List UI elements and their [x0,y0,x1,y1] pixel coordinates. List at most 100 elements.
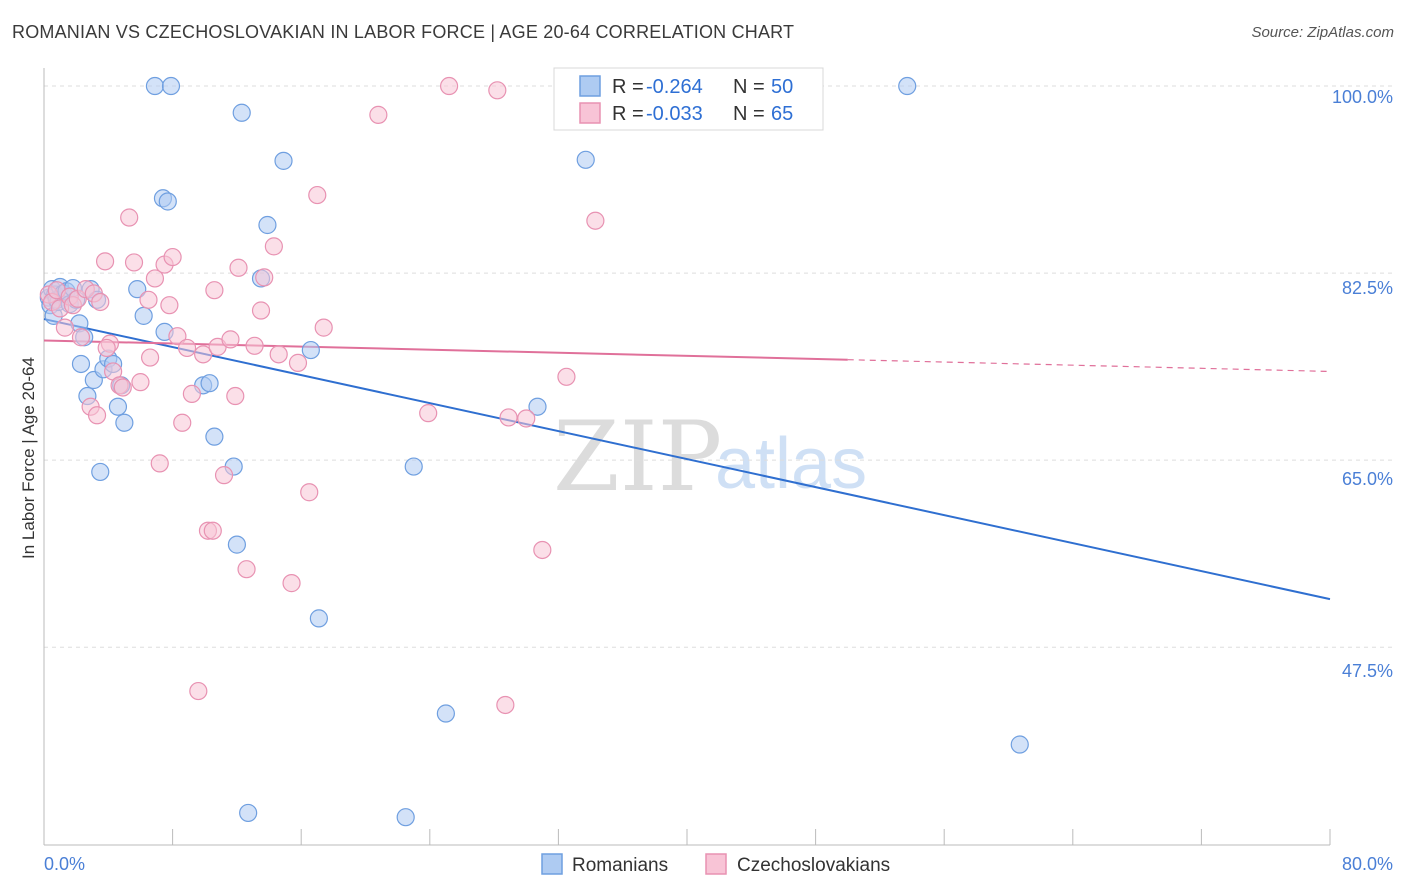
bottom-legend-swatch-romanians [541,853,563,875]
point-czechoslovakians-53 [488,81,507,100]
watermark-zip: ZIP [553,401,722,513]
trend-line-romanians [43,318,1331,601]
point-romanians-48 [898,76,917,96]
point-romanians-36 [205,427,224,446]
point-czechoslovakians-52 [439,76,459,96]
point-czechoslovakians-37 [214,466,234,485]
point-czechoslovakians-30 [177,338,197,358]
point-romanians-26 [115,413,134,432]
legend-r-label-romanians: R = [612,76,644,98]
chart-title: ROMANIAN VS CZECHOSLOVAKIAN IN LABOR FOR… [12,22,795,42]
point-czechoslovakians-23 [145,269,165,288]
legend-r-label-czechoslovakians: R = [612,103,644,125]
point-czechoslovakians-61 [140,348,160,367]
point-czechoslovakians-18 [113,378,132,397]
y-tick-label-47-5: 47.5% [1342,661,1393,681]
point-czechoslovakians-50 [369,105,388,124]
point-romanians-52 [404,457,423,476]
trend-line-czechoslovakians-extension [847,359,1331,373]
point-czechoslovakians-14 [95,252,115,271]
y-tick-label-65: 65.0% [1342,469,1393,489]
legend-n-label-romanians: N = [733,76,765,98]
point-romanians-45 [436,704,455,723]
point-czechoslovakians-8 [71,328,91,347]
point-romanians-28 [134,306,153,325]
point-romanians-49 [1010,735,1029,754]
point-czechoslovakians-29 [173,413,192,432]
point-romanians-20 [91,462,110,482]
bottom-legend: Romanians Czechoslovakians [541,853,890,876]
point-romanians-32 [145,76,165,96]
point-romanians-39 [232,103,251,122]
point-czechoslovakians-54 [496,695,515,715]
point-czechoslovakians-13 [91,292,110,312]
point-romanians-35 [200,374,219,393]
point-romanians-31 [158,192,177,211]
point-czechoslovakians-60 [97,338,116,358]
point-czechoslovakians-22 [139,290,158,309]
point-romanians-41 [258,215,277,235]
point-czechoslovakians-28 [168,327,187,346]
point-czechoslovakians-35 [205,281,224,300]
y-axis-label: In Labor Force | Age 20-64 [19,357,38,559]
x-tick-label-min: 0.0% [44,854,85,874]
point-czechoslovakians-26 [160,296,179,315]
legend-swatch-romanians [579,75,601,97]
point-romanians-14 [71,354,91,374]
point-czechoslovakians-39 [229,258,248,277]
point-czechoslovakians-34 [203,521,222,540]
legend-r-value-czechoslovakians: -0.033 [646,103,703,125]
legend-n-label-czechoslovakians: N = [733,103,765,125]
point-czechoslovakians-21 [131,373,150,392]
point-czechoslovakians-4 [55,318,74,337]
point-romanians-44 [309,609,328,628]
point-czechoslovakians-58 [557,367,576,386]
point-czechoslovakians-41 [251,301,271,320]
point-czechoslovakians-51 [419,404,438,423]
point-czechoslovakians-43 [264,237,283,256]
point-czechoslovakians-42 [255,268,274,287]
point-czechoslovakians-56 [517,409,536,428]
point-czechoslovakians-46 [288,353,308,372]
point-czechoslovakians-38 [221,330,240,349]
point-czechoslovakians-19 [120,208,139,227]
point-czechoslovakians-12 [87,406,107,425]
point-czechoslovakians-57 [533,540,552,560]
point-czechoslovakians-45 [282,574,301,593]
point-czechoslovakians-63 [226,386,245,406]
point-romanians-24 [108,397,128,416]
trend-line-czechoslovakians [43,339,848,361]
legend-n-value-czechoslovakians: 65 [771,103,793,125]
point-romanians-33 [161,76,181,96]
point-romanians-27 [128,280,147,299]
bottom-legend-label-romanians: Romanians [572,855,668,876]
point-czechoslovakians-24 [150,454,169,473]
axis-layer [43,68,1331,846]
stats-legend: R = -0.264 N = 50 R = -0.033 N = 65 [553,67,824,131]
legend-n-value-romanians: 50 [771,76,793,98]
point-czechoslovakians-40 [237,560,256,579]
legend-swatch-czechoslovakians [579,102,601,124]
watermark-atlas: atlas [715,424,867,504]
point-romanians-42 [274,151,293,170]
points-layer [39,76,1029,827]
point-czechoslovakians-48 [308,185,327,205]
chart-source: Source: ZipAtlas.com [1251,24,1394,41]
point-romanians-51 [396,808,415,827]
point-czechoslovakians-49 [314,318,333,337]
point-romanians-43 [301,340,320,360]
point-czechoslovakians-44 [269,345,288,364]
point-czechoslovakians-59 [586,211,605,230]
x-tick-label-max: 80.0% [1342,854,1393,874]
point-czechoslovakians-62 [182,384,201,403]
point-czechoslovakians-27 [163,247,182,267]
bottom-legend-label-czechoslovakians: Czechoslovakians [737,855,890,876]
point-czechoslovakians-20 [124,253,144,272]
point-romanians-47 [576,150,595,169]
legend-r-value-romanians: -0.264 [646,76,703,98]
point-czechoslovakians-47 [300,483,319,502]
y-tick-label-100: 100.0% [1332,87,1393,107]
point-czechoslovakians-32 [194,345,213,364]
y-tick-label-82-5: 82.5% [1342,278,1393,298]
point-romanians-50 [239,803,258,823]
